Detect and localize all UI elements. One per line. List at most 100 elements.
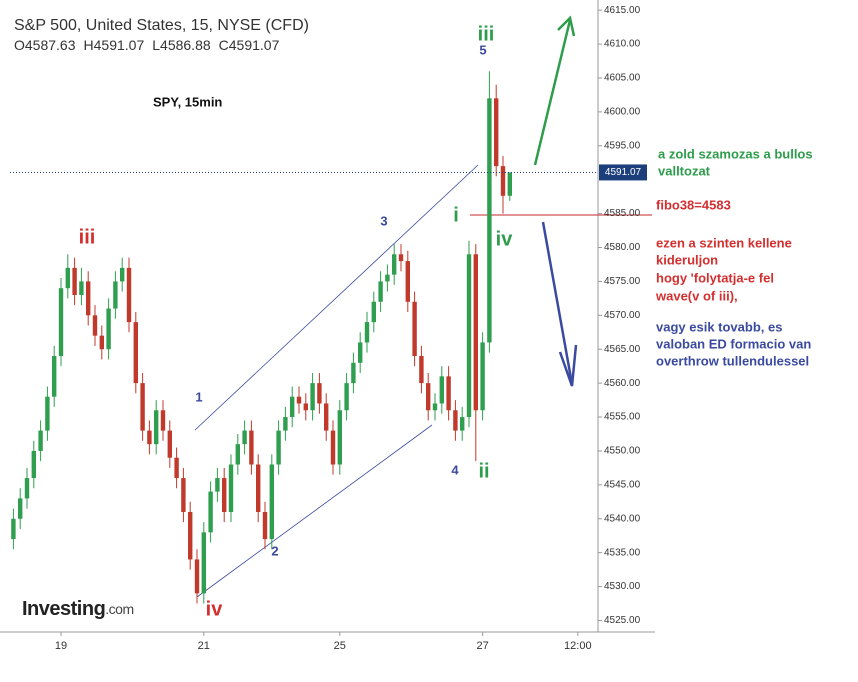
candle-body (466, 254, 472, 418)
candle-body (160, 410, 166, 431)
logo-main: Investing (22, 598, 105, 620)
ohlc-value: 4586.88 (160, 37, 211, 53)
annotation: hogy 'folytatja-e fel (656, 270, 774, 285)
candle-body (446, 376, 451, 411)
channel-lower (196, 424, 433, 598)
y-tick-label: 4565.00 (604, 344, 641, 355)
up-arrow (533, 15, 576, 166)
candle-body (487, 98, 492, 343)
wave-label: iv (496, 228, 514, 250)
wave-label: iii (478, 23, 495, 45)
wave-label: ii (478, 460, 489, 482)
candle-body (38, 430, 43, 451)
annotation: a zold szamozas a bullos (658, 146, 813, 161)
candle-body (303, 403, 308, 411)
candle-body (174, 457, 179, 479)
wave-label: i (453, 204, 459, 226)
candle-body (92, 315, 98, 336)
candle-body (371, 301, 376, 323)
candle-body (147, 430, 152, 445)
candle-body (120, 267, 125, 282)
candle-body (276, 430, 281, 465)
candle-body (45, 396, 50, 431)
candle-body (201, 532, 206, 594)
candle-body (500, 166, 506, 196)
candle-body (344, 383, 349, 411)
candle-body (256, 464, 261, 512)
chart-subtitle: SPY, 15min (153, 94, 222, 109)
wave-label: 4 (451, 462, 459, 477)
logo-suffix: .com (105, 601, 133, 617)
candle-body (337, 410, 342, 465)
candle-body (31, 450, 36, 479)
candle-body (167, 430, 172, 458)
candle-body (494, 98, 499, 167)
candle-body (290, 396, 295, 418)
ohlc-prefix: L (152, 37, 160, 53)
candle-body (208, 491, 213, 533)
candle-body (99, 335, 104, 350)
candle-body (405, 261, 410, 302)
candle-body (262, 511, 268, 540)
candle-body (473, 254, 478, 411)
logo: Investing.com (22, 598, 134, 620)
candle-body (106, 308, 111, 350)
candle-body (113, 281, 118, 309)
y-tick-label: 4595.00 (604, 140, 641, 151)
wave-label: 3 (380, 213, 387, 228)
candle-body (330, 430, 336, 465)
annotation: vagy esik tovabb, es (656, 319, 782, 334)
chart-title: S&P 500, United States, 15, NYSE (CFD) (14, 17, 309, 34)
candle-body (426, 383, 431, 411)
candle-body (249, 430, 254, 465)
candle-body (181, 478, 186, 512)
candle-body (194, 559, 200, 594)
channel-upper (194, 164, 479, 431)
y-tick-label: 4570.00 (604, 310, 641, 321)
candle-body (188, 511, 193, 560)
candle-body (439, 376, 444, 404)
candle-body (398, 254, 404, 262)
candle-body (507, 172, 512, 196)
candle-body (460, 417, 465, 431)
x-tick-label: 27 (476, 640, 488, 652)
ohlc-prefix: C (219, 37, 229, 53)
y-tick-label: 4610.00 (604, 39, 641, 50)
wave-label: 2 (271, 543, 278, 558)
annotation: wave(v of iii), (655, 288, 738, 303)
y-tick-label: 4560.00 (604, 378, 641, 389)
y-tick-label: 4600.00 (604, 107, 641, 118)
y-tick-label: 4550.00 (604, 446, 641, 457)
candle-body (18, 498, 23, 519)
candle-body (242, 430, 247, 445)
candle-body (324, 403, 329, 431)
candle-body (412, 301, 417, 357)
candle-body (283, 417, 288, 431)
candle-body (235, 444, 240, 465)
plot (11, 71, 512, 604)
candle-body (480, 342, 485, 411)
candle-body (24, 478, 30, 499)
y-tick-label: 4540.00 (604, 513, 641, 524)
candle-body (52, 356, 57, 397)
y-tick-label: 4525.00 (604, 615, 641, 626)
candle-body (79, 281, 84, 295)
y-tick-label: 4580.00 (604, 242, 641, 253)
candle-body (317, 383, 322, 404)
ohlc-prefix: H (84, 37, 94, 53)
candle-body (154, 410, 159, 445)
candle-body (126, 267, 132, 323)
annotation: fibo38=4583 (656, 197, 731, 212)
candle-body (65, 267, 70, 289)
candle-body (351, 362, 356, 384)
y-tick-label: 4535.00 (604, 547, 641, 558)
candle-body (453, 410, 458, 431)
candle-body (392, 254, 397, 275)
candle-body (133, 322, 138, 384)
candle-body (269, 464, 274, 540)
y-tick-label: 4575.00 (604, 276, 641, 287)
candle-body (358, 342, 363, 363)
candle-body (86, 281, 91, 316)
